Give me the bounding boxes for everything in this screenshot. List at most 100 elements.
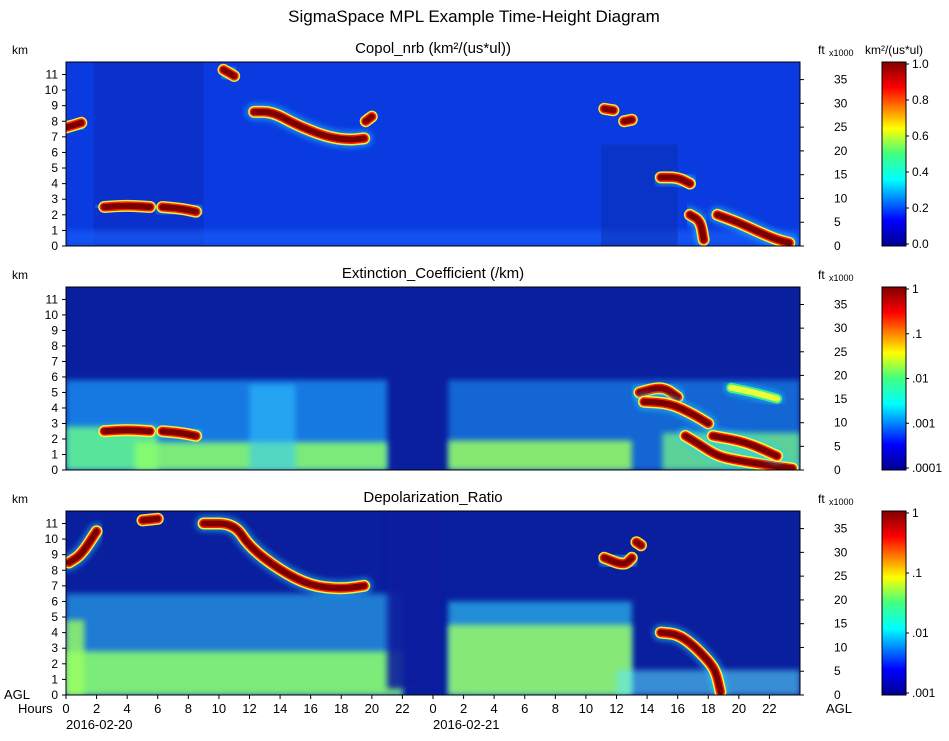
km-tick-label: 9: [51, 323, 58, 337]
km-tick-label: 1: [51, 223, 58, 237]
ft-tick-label: 35: [834, 297, 848, 311]
km-unit-label: km: [12, 268, 28, 282]
ft-tick-label: 5: [834, 215, 841, 229]
km-tick-label: 4: [51, 401, 58, 415]
colorbar: 1 .1 .01 .001: [881, 506, 936, 700]
cloud-layer-8: [616, 111, 640, 130]
ft-unit-label: ft: [818, 268, 825, 282]
hour-tick-label: 8: [552, 701, 559, 716]
cloud-layer-5: [677, 427, 800, 470]
hour-tick-label: 18: [701, 701, 715, 716]
chart-panel-2: Extinction_Coefficient (/km)km ft x1000012…: [12, 265, 942, 477]
heatmap-area: [66, 511, 800, 695]
ft-tick-label: 10: [834, 640, 848, 654]
hour-tick-label: 14: [640, 701, 654, 716]
cloud-layer-4: [596, 549, 640, 572]
km-tick-label: 10: [45, 83, 59, 97]
km-tick-label: 6: [51, 145, 58, 159]
km-tick-label: 10: [45, 532, 59, 546]
main-title: SigmaSpace MPL Example Time-Height Diagr…: [288, 7, 660, 26]
hour-tick-label: 14: [273, 701, 287, 716]
plot-frame: [65, 61, 801, 247]
cloud-layer-5: [246, 103, 373, 148]
colorbar-tick-label: 1: [912, 506, 919, 520]
panel-title: Copol_nrb (km²/(us*ul)): [355, 40, 511, 57]
colorbar: 1 .1 .01 .001 .0001: [881, 282, 942, 475]
ft-tick-label: 0: [834, 688, 841, 702]
hour-tick-label: 16: [670, 701, 684, 716]
hour-tick-label: 6: [154, 701, 161, 716]
chart-panel-1: Copol_nrb (km²/(us*ul)) km ft x1000 0 12 34 5 67…: [12, 40, 929, 253]
km-tick-label: 1: [51, 672, 58, 686]
km-tick-label: 8: [51, 339, 58, 353]
cloud-layer-2: [154, 423, 204, 444]
km-tick-label: 0: [51, 463, 58, 477]
ft-tick-label: 30: [834, 321, 848, 335]
km-tick-label: 8: [51, 114, 58, 128]
ft-tick-label: 20: [834, 368, 848, 382]
colorbar-tick-label: .01: [912, 372, 929, 386]
km-tick-label: 7: [51, 130, 58, 144]
colorbar-tick-label: .001: [912, 416, 936, 430]
hour-tick-label: 0: [62, 701, 69, 716]
ft-tick-label: 5: [834, 439, 841, 453]
colorbar-tick-label: 0.0: [912, 237, 929, 251]
heatmap-area: [66, 62, 800, 246]
cloud-layer-4: [636, 393, 717, 432]
colorbar-tick-label: .1: [912, 566, 922, 580]
km-tick-label: 4: [51, 177, 58, 191]
km-tick-label: 5: [51, 385, 58, 399]
ft-tick-label: 15: [834, 168, 848, 182]
ft-tick-label: 25: [834, 120, 848, 134]
km-tick-label: 9: [51, 99, 58, 113]
ft-unit-label: ft: [818, 492, 825, 506]
km-tick-label: 2: [51, 657, 58, 671]
date-label-day2: 2016-02-21: [433, 717, 500, 732]
km-tick-label: 9: [51, 548, 58, 562]
cloud-layer-6: [357, 108, 380, 130]
colorbar-tick-label: 0.6: [912, 129, 929, 143]
ft-tick-label: 10: [834, 191, 848, 205]
ft-tick-label: 35: [834, 73, 848, 87]
ft-unit-label: ft: [818, 43, 825, 57]
cloud-layer-1: [66, 523, 105, 571]
ft-tick-label: 0: [834, 239, 841, 253]
km-tick-label: 2: [51, 432, 58, 446]
hour-tick-label: 22: [395, 701, 409, 716]
cloud-layer-10: [681, 206, 712, 246]
km-unit-label: km: [12, 492, 28, 506]
colorbar-tick-label: 1: [912, 282, 919, 296]
ft-tick-label: 25: [834, 569, 848, 583]
hour-tick-label: 22: [762, 701, 776, 716]
ft-tick-label: 30: [834, 545, 848, 559]
agl-left-label: AGL: [4, 687, 30, 702]
colorbar-tick-label: 0.8: [912, 93, 929, 107]
plot-frame: [65, 286, 801, 471]
colorbar-tick-label: .0001: [912, 461, 942, 475]
date-label-day1: 2016-02-20: [66, 717, 133, 732]
ft-multiplier-label: x1000: [829, 497, 854, 507]
hour-tick-label: 10: [579, 701, 593, 716]
hour-tick-label: 12: [242, 701, 256, 716]
ft-tick-label: 15: [834, 392, 848, 406]
km-tick-label: 2: [51, 208, 58, 222]
hour-tick-label: 20: [732, 701, 746, 716]
cloud-layer-6: [652, 624, 729, 695]
hour-tick-label: 2: [460, 701, 467, 716]
km-tick-label: 3: [51, 416, 58, 430]
cloud-layer-5: [628, 534, 649, 554]
cloud-layer-1: [66, 114, 90, 136]
cloud-layer-2: [96, 197, 159, 215]
ft-tick-label: 0: [834, 463, 841, 477]
km-tick-label: 5: [51, 610, 58, 624]
ft-tick-label: 25: [834, 345, 848, 359]
cloud-layer-7: [724, 380, 785, 406]
hour-tick-label: 4: [124, 701, 131, 716]
ft-multiplier-label: x1000: [829, 273, 854, 283]
ft-tick-label: 20: [834, 144, 848, 158]
hour-tick-label: 8: [185, 701, 192, 716]
km-tick-label: 3: [51, 192, 58, 206]
hours-label: Hours: [18, 701, 53, 716]
